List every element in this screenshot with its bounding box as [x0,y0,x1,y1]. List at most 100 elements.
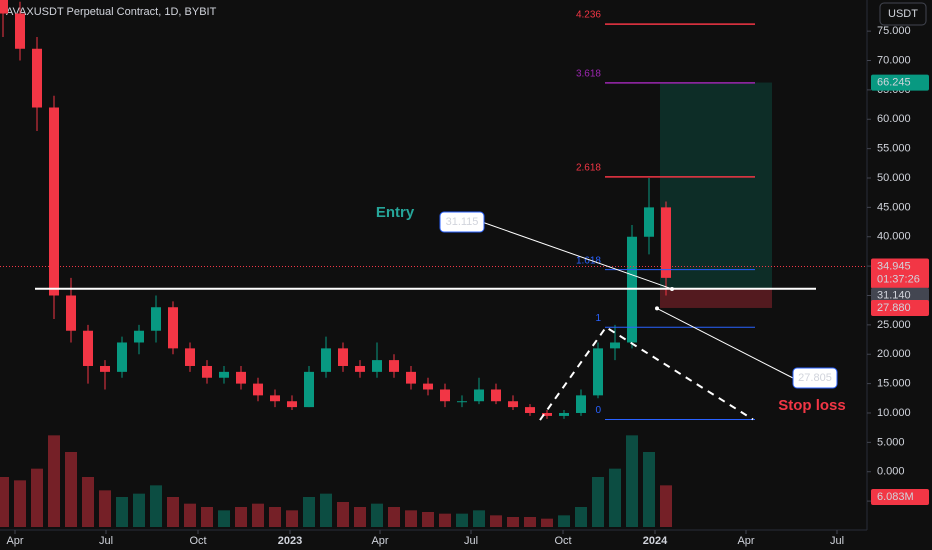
candle-body [321,348,331,372]
fib-label: 0 [595,405,601,416]
volume-bar [609,468,621,527]
candle-body [355,365,365,372]
y-tick-label: 0.000 [877,466,905,478]
stop-tag-bg [871,299,929,316]
fib-label: 3.618 [576,68,601,79]
x-tick-label: 2024 [643,535,668,547]
x-tick-label: Apr [737,535,754,547]
volume-bar [31,468,43,527]
candle-body [457,401,467,403]
volume-bar [14,480,26,527]
volume-bar [541,518,553,527]
volume-bar [286,510,298,527]
candle-body [32,48,42,108]
candle-body [644,207,654,237]
volume-bar [133,493,145,527]
callout-label: 31.115 [446,216,479,228]
candle-body [338,348,348,366]
volume-bar [167,497,179,527]
candle-body [491,389,501,402]
fib-label: 1 [595,313,601,324]
y-tick-label: 15.000 [877,378,911,390]
candle-body [270,395,280,402]
candle-body [202,365,212,378]
entry-tag-bg [871,287,929,304]
y-tick-label: 55.000 [877,143,911,155]
volume-bar [371,503,383,527]
candle-body [287,401,297,408]
entry-text: Entry [376,204,415,221]
volume-bar [99,490,111,527]
volume-bar [82,477,94,527]
target-tag: 66.245 [877,76,911,88]
last-price: 34.945 [877,260,911,272]
candle-body [389,360,399,372]
candle-body [542,412,552,416]
volume-bar [575,507,587,527]
candle-body [0,0,8,14]
candle-body [525,407,535,413]
x-tick-label: 2023 [278,535,302,547]
candle-body [219,371,229,378]
y-tick-label: 20.000 [877,348,911,360]
volume-bar [592,477,604,527]
volume-bar [558,515,570,527]
candle-body [440,389,450,402]
candle-body [168,307,178,349]
volume-bar [473,510,485,527]
y-tick-label: 60.000 [877,113,911,125]
volume-bar [0,477,9,527]
candle-body [151,307,161,331]
volume-bar [660,485,672,527]
candle-body [185,348,195,366]
volume-bar [405,510,417,527]
volume-tag: 6.083M [877,491,914,503]
chart-title: AVAXUSDT Perpetual Contract, 1D, BYBIT [6,6,217,18]
x-tick-label: Jul [99,535,113,547]
stop-tag: 27.880 [877,302,911,314]
y-tick-label: 50.000 [877,172,911,184]
candle-body [508,401,518,408]
x-tick-label: Jul [464,535,478,547]
y-tick-label: 75.000 [877,25,911,37]
volume-bar [626,435,638,527]
y-tick-label: 10.000 [877,407,911,419]
volume-bar [184,503,196,527]
candle-body [423,383,433,390]
volume-bar [48,435,60,527]
target-tag-bg [871,74,929,91]
volume-bar [116,497,128,527]
y-tick-label: 40.000 [877,231,911,243]
y-tick-label: 45.000 [877,201,911,213]
candle-body [610,342,620,349]
currency[interactable]: USDT [888,8,918,20]
volume-bar [354,507,366,527]
volume-bar [507,517,519,527]
volume-bar [320,493,332,527]
candle-body [83,330,93,366]
callout-box [439,211,485,233]
x-tick-label: Oct [189,535,206,547]
target-zone [660,82,772,289]
candle-body [253,383,263,396]
callout-label: 27.805 [798,372,832,384]
fib-label: 4.236 [576,10,601,21]
volume-bar [337,502,349,527]
candle-body [576,395,586,413]
volume-bar [422,512,434,527]
x-tick-label: Apr [371,535,388,547]
entry-tag: 31.140 [877,290,911,302]
candle-body [236,371,246,384]
x-tick-label: Apr [6,535,23,547]
currency-button[interactable] [879,2,927,26]
volume-bar [643,452,655,527]
fib-label: 1.618 [576,255,601,266]
x-tick-label: Oct [554,535,571,547]
volume-bar [524,517,536,527]
volume-bar [269,507,281,527]
volume-bar [235,507,247,527]
volume-bar [456,513,468,527]
candle-body [661,207,671,278]
